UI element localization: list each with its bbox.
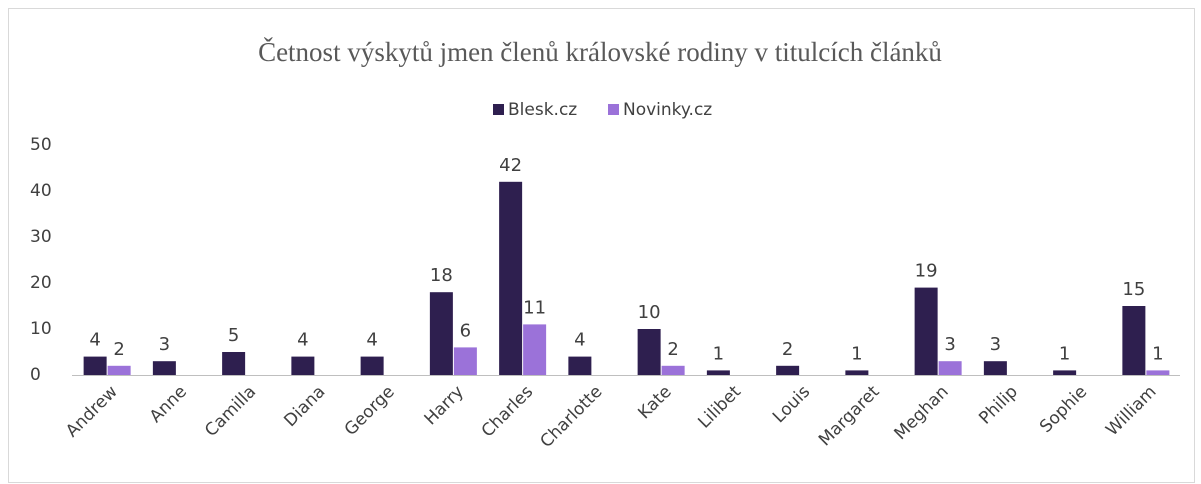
data-label: 5: [228, 325, 239, 346]
data-label: 4: [574, 330, 585, 351]
data-label: 3: [944, 334, 955, 355]
bar: [983, 361, 1007, 375]
data-label: 2: [667, 339, 678, 360]
data-label: 1: [1152, 343, 1163, 364]
data-label: 2: [782, 339, 793, 360]
data-label: 4: [89, 330, 100, 351]
data-label: 15: [1122, 279, 1145, 300]
bar: [914, 287, 938, 375]
data-label: 2: [113, 339, 124, 360]
legend-swatch: [608, 104, 619, 115]
bar: [568, 356, 592, 375]
bar: [360, 356, 384, 375]
y-tick-label: 30: [30, 227, 52, 247]
data-label: 10: [638, 302, 661, 323]
bar: [499, 181, 523, 375]
data-label: 1: [1059, 343, 1070, 364]
data-label: 3: [990, 334, 1001, 355]
legend-label: Blesk.cz: [508, 100, 577, 120]
y-tick-label: 50: [30, 135, 52, 155]
y-tick-label: 10: [30, 319, 52, 339]
bar: [938, 361, 962, 375]
y-tick-label: 40: [30, 181, 52, 201]
data-label: 3: [159, 334, 170, 355]
data-label: 4: [297, 330, 308, 351]
chart-border: [8, 8, 1195, 483]
bar: [107, 365, 131, 375]
bar: [706, 370, 730, 375]
bar: [776, 365, 800, 375]
data-label: 11: [523, 297, 546, 318]
bar: [1146, 370, 1170, 375]
bar: [152, 361, 176, 375]
data-label: 4: [366, 330, 377, 351]
chart-title: Četnost výskytů jmen členů královské rod…: [258, 37, 942, 67]
data-label: 42: [499, 155, 522, 176]
bar: [845, 370, 869, 375]
bar: [661, 365, 685, 375]
y-tick-label: 0: [30, 365, 41, 385]
legend-swatch: [493, 104, 504, 115]
bar: [222, 352, 246, 375]
data-label: 1: [851, 343, 862, 364]
bar: [291, 356, 315, 375]
bar: [83, 356, 107, 375]
data-label: 1: [713, 343, 724, 364]
bar: [1122, 306, 1146, 375]
bar: [523, 324, 547, 375]
legend-label: Novinky.cz: [623, 100, 712, 120]
data-label: 6: [460, 320, 471, 341]
y-tick-label: 20: [30, 273, 52, 293]
data-label: 18: [430, 265, 453, 286]
data-label: 19: [915, 261, 938, 282]
bar: [429, 292, 453, 375]
bar: [1053, 370, 1077, 375]
bar: [453, 347, 477, 375]
bar: [637, 329, 661, 375]
